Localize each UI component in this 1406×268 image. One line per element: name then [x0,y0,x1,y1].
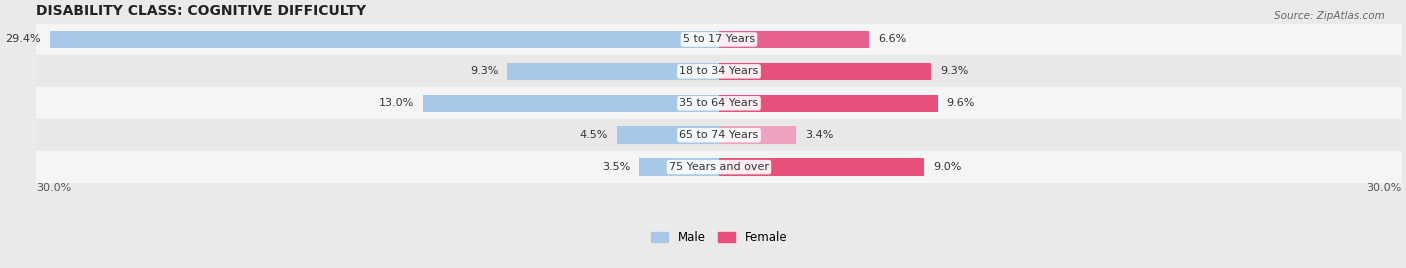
Bar [718,126,796,144]
Text: 9.3%: 9.3% [939,66,969,76]
Bar [37,24,1402,55]
Bar [718,158,924,176]
Text: 29.4%: 29.4% [6,35,41,44]
Bar [49,31,718,48]
Text: 18 to 34 Years: 18 to 34 Years [679,66,759,76]
Text: 3.4%: 3.4% [806,130,834,140]
Bar [718,31,869,48]
Text: 9.3%: 9.3% [470,66,498,76]
Text: 13.0%: 13.0% [378,98,413,108]
Bar [423,95,718,112]
Text: 6.6%: 6.6% [879,35,907,44]
Text: 9.6%: 9.6% [946,98,974,108]
Bar [37,151,1402,183]
Text: 30.0%: 30.0% [1367,183,1402,193]
Bar [640,158,718,176]
Bar [718,63,931,80]
Bar [508,63,718,80]
Bar [617,126,718,144]
Text: DISABILITY CLASS: COGNITIVE DIFFICULTY: DISABILITY CLASS: COGNITIVE DIFFICULTY [37,4,367,18]
Text: 4.5%: 4.5% [579,130,607,140]
Text: 75 Years and over: 75 Years and over [669,162,769,172]
Text: 30.0%: 30.0% [37,183,72,193]
Text: 65 to 74 Years: 65 to 74 Years [679,130,759,140]
Text: 9.0%: 9.0% [934,162,962,172]
Text: 5 to 17 Years: 5 to 17 Years [683,35,755,44]
Legend: Male, Female: Male, Female [651,231,787,244]
Bar [718,95,938,112]
Bar [37,87,1402,119]
Text: 3.5%: 3.5% [602,162,630,172]
Text: Source: ZipAtlas.com: Source: ZipAtlas.com [1274,11,1385,21]
Bar [37,55,1402,87]
Text: 35 to 64 Years: 35 to 64 Years [679,98,759,108]
Bar [37,119,1402,151]
